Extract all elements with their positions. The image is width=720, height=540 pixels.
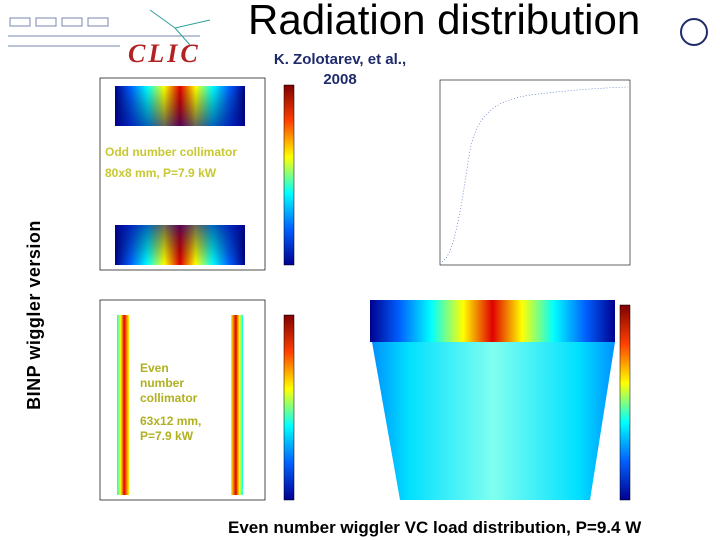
even-heatmap [99,299,295,501]
author: K. Zolotarev, et al., [274,51,406,68]
logo-text: CLIC [128,39,201,68]
odd-heatmap [99,77,295,271]
odd-label: 80x8 mm, P=7.9 kW [105,166,217,180]
even-label: number [140,376,184,390]
power-plot [439,79,631,266]
even-label: P=7.9 kW [140,429,194,443]
even-label: collimator [140,391,198,405]
logo-graphic [8,9,211,47]
side-label: BINP wiggler version [24,220,44,410]
slide-title: Radiation distribution [248,0,640,43]
caption: Even number wiggler VC load distribution… [228,518,642,537]
even-label: 63x12 mm, [140,414,201,428]
lab-logo [680,18,708,46]
even-label: Even [140,361,169,375]
vc-heatmap [345,275,720,507]
author-year: 2008 [323,71,356,88]
odd-label: Odd number collimator [105,145,237,159]
